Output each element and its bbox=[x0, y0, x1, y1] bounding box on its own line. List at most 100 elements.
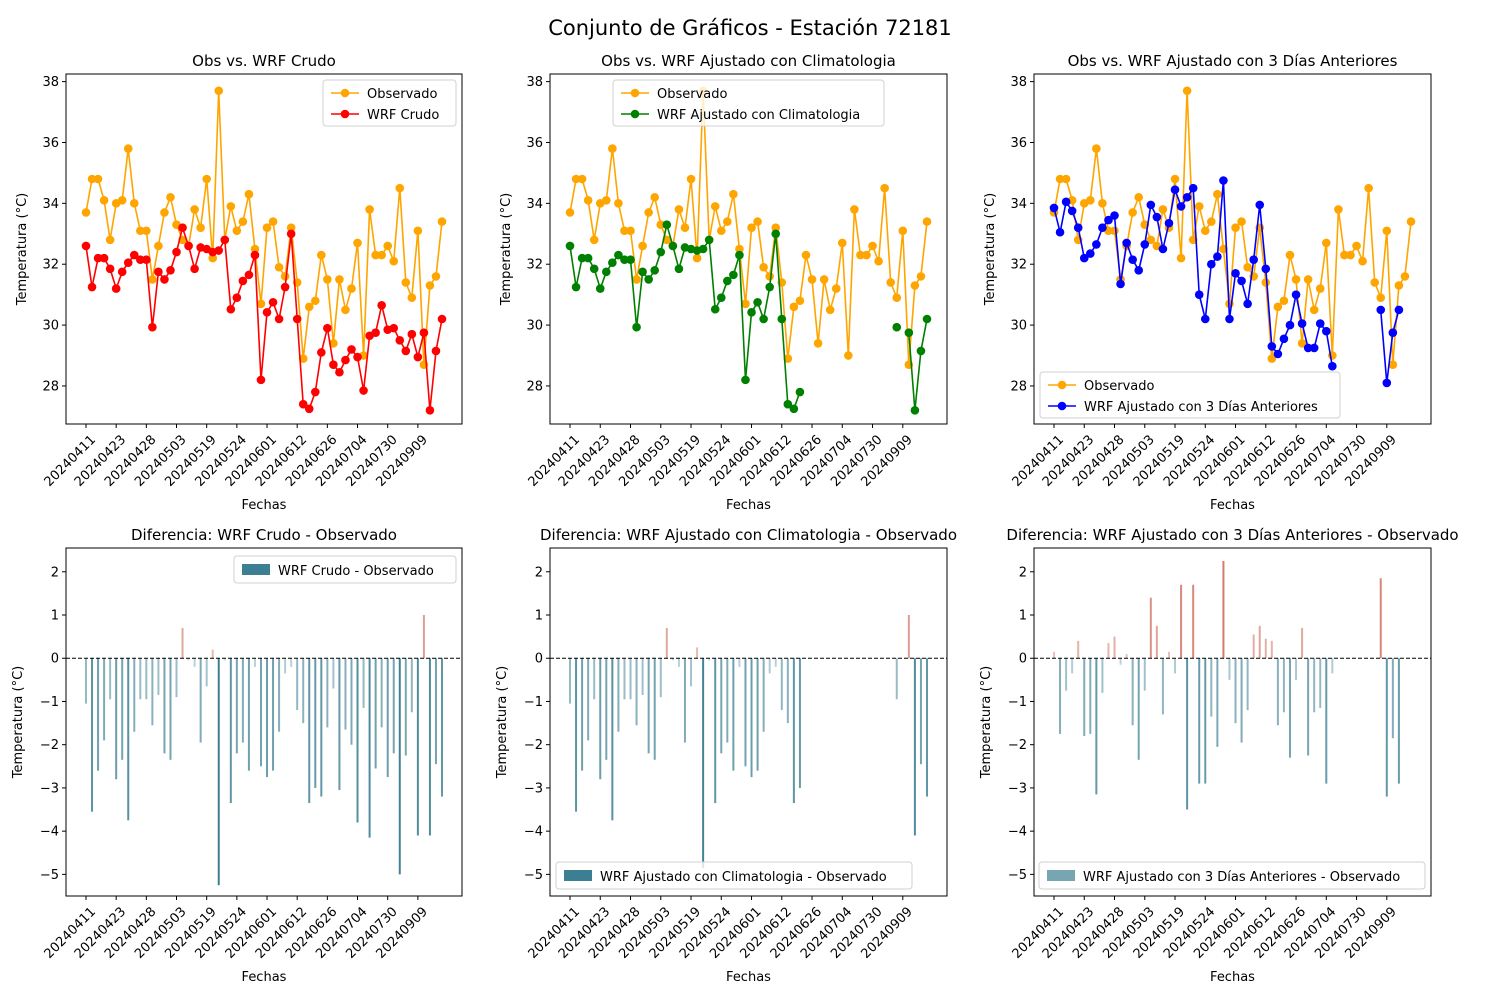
data-point bbox=[184, 241, 193, 251]
data-point bbox=[904, 328, 914, 337]
bar bbox=[193, 658, 196, 667]
data-point bbox=[304, 404, 314, 414]
legend-swatch-bar bbox=[564, 870, 592, 881]
data-point bbox=[589, 235, 599, 245]
data-point bbox=[1152, 212, 1162, 222]
legend-label: WRF Ajustado con Climatologia bbox=[657, 108, 860, 123]
bar bbox=[665, 627, 668, 659]
bar bbox=[1143, 658, 1146, 691]
bar bbox=[1174, 658, 1177, 674]
bar bbox=[593, 658, 596, 700]
bar bbox=[762, 658, 765, 732]
y-tick-label: 28 bbox=[1010, 379, 1027, 394]
bar bbox=[392, 658, 395, 754]
data-point bbox=[844, 351, 853, 360]
data-point bbox=[1291, 275, 1301, 284]
data-point bbox=[1273, 302, 1283, 312]
data-point bbox=[1273, 349, 1283, 359]
bar bbox=[659, 658, 662, 698]
y-tick-label: 28 bbox=[42, 379, 59, 394]
data-point bbox=[747, 308, 756, 317]
bar bbox=[907, 615, 910, 659]
bar bbox=[1379, 578, 1382, 659]
data-point bbox=[154, 267, 163, 277]
bar bbox=[1077, 640, 1080, 659]
legend-swatch-marker bbox=[1057, 380, 1067, 390]
data-point bbox=[419, 328, 429, 337]
bar bbox=[1313, 658, 1316, 713]
data-point bbox=[1267, 342, 1277, 351]
data-point bbox=[626, 226, 635, 236]
data-point bbox=[910, 406, 920, 415]
data-point bbox=[892, 293, 902, 302]
data-point bbox=[1340, 250, 1349, 260]
bar bbox=[139, 658, 142, 700]
data-point bbox=[698, 244, 708, 254]
data-point bbox=[747, 223, 756, 232]
bar bbox=[671, 658, 674, 661]
bar bbox=[1385, 658, 1388, 797]
bar bbox=[91, 658, 94, 812]
legend-label: Observado bbox=[367, 87, 438, 102]
data-point bbox=[620, 255, 629, 264]
legend-swatch-bar bbox=[1047, 870, 1075, 881]
y-tick-label: 30 bbox=[1010, 319, 1027, 334]
bar bbox=[217, 658, 220, 886]
data-point bbox=[81, 208, 91, 217]
bar bbox=[611, 658, 614, 821]
data-point bbox=[286, 223, 296, 232]
data-point bbox=[868, 241, 877, 251]
bar bbox=[702, 658, 705, 868]
legend-box bbox=[1039, 371, 1341, 419]
x-axis-label: Fechas bbox=[726, 498, 771, 513]
bar bbox=[708, 658, 711, 661]
data-point bbox=[431, 272, 441, 281]
bar bbox=[575, 658, 578, 812]
data-point bbox=[1098, 199, 1107, 208]
bar bbox=[1222, 560, 1225, 659]
data-point bbox=[99, 253, 109, 263]
data-point bbox=[771, 229, 781, 239]
data-point bbox=[1231, 269, 1240, 278]
bar bbox=[1180, 584, 1183, 659]
data-point bbox=[1303, 343, 1313, 353]
bar bbox=[1198, 658, 1201, 784]
bar bbox=[163, 658, 166, 754]
data-point bbox=[1073, 223, 1083, 232]
y-tick-label: 38 bbox=[1010, 75, 1027, 90]
data-point bbox=[274, 314, 284, 324]
data-point bbox=[759, 314, 768, 324]
bar bbox=[181, 627, 184, 659]
bar bbox=[1192, 584, 1195, 659]
data-point bbox=[1285, 250, 1295, 260]
legend-label: WRF Ajustado con Climatologia - Observad… bbox=[600, 870, 887, 885]
data-point bbox=[329, 360, 338, 369]
data-point bbox=[286, 229, 296, 239]
data-point bbox=[602, 196, 611, 205]
data-point bbox=[1128, 255, 1137, 264]
data-point bbox=[1170, 174, 1180, 184]
y-tick-label: 0 bbox=[51, 652, 59, 667]
legend-box bbox=[555, 861, 913, 890]
data-point bbox=[136, 226, 145, 236]
bar bbox=[344, 658, 347, 730]
data-point bbox=[117, 267, 127, 277]
bar bbox=[1053, 651, 1055, 659]
data-point bbox=[93, 174, 103, 184]
data-point bbox=[777, 314, 787, 324]
data-point bbox=[1061, 197, 1071, 207]
data-point bbox=[226, 304, 236, 314]
data-point bbox=[1334, 205, 1343, 214]
data-point bbox=[335, 367, 344, 377]
y-tick-label: −3 bbox=[1008, 781, 1027, 796]
data-point bbox=[1388, 360, 1398, 369]
y-tick-label: −2 bbox=[524, 738, 543, 753]
bar bbox=[744, 658, 747, 767]
data-point bbox=[656, 247, 666, 257]
bar bbox=[605, 658, 608, 760]
data-point bbox=[142, 255, 151, 264]
bar bbox=[253, 658, 256, 667]
data-point bbox=[565, 241, 575, 251]
chart-title: Obs vs. WRF Crudo bbox=[192, 52, 336, 70]
y-tick-label: 34 bbox=[42, 197, 59, 212]
